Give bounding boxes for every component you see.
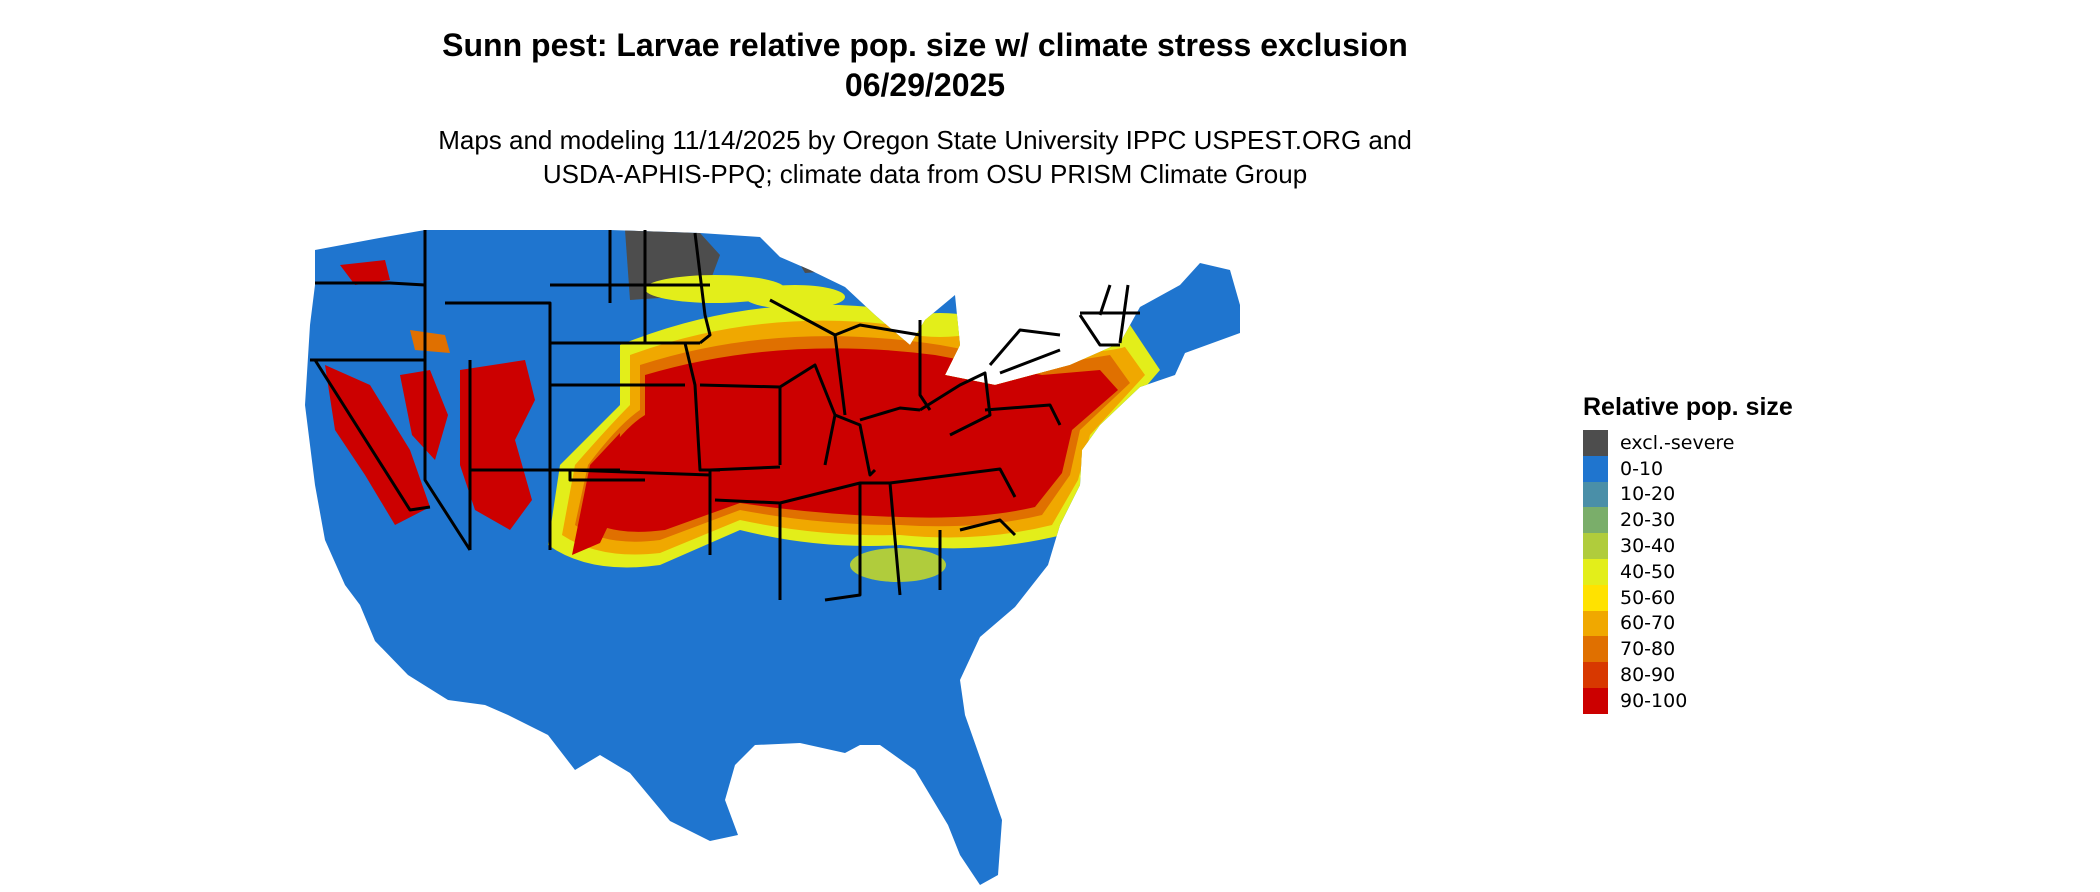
map-credit-line-1: Maps and modeling 11/14/2025 by Oregon S…: [438, 125, 1412, 155]
legend-swatch: [1583, 687, 1608, 714]
legend: Relative pop. size excl.-severe 0-10 10-20…: [1583, 393, 1793, 714]
legend-items: excl.-severe 0-10 10-20 20-30 30-40 40-50 50-6…: [1583, 430, 1793, 714]
legend-title: Relative pop. size: [1583, 393, 1793, 421]
legend-label: 60-70: [1620, 612, 1676, 635]
red-patch-washington: [340, 260, 390, 285]
legend-label: 0-10: [1620, 457, 1664, 480]
legend-item: 90-100: [1583, 687, 1793, 714]
legend-swatch: [1583, 481, 1608, 508]
legend-label: 10-20: [1620, 483, 1676, 506]
legend-swatch: [1583, 533, 1608, 559]
legend-label: 50-60: [1620, 586, 1676, 609]
legend-swatch: [1583, 584, 1608, 611]
legend-label: 90-100: [1620, 689, 1688, 712]
legend-swatch: [1583, 610, 1608, 637]
legend-swatch: [1583, 430, 1608, 456]
legend-item: 70-80: [1583, 636, 1793, 663]
legend-item: 60-70: [1583, 610, 1793, 637]
red-region-california: [325, 365, 430, 525]
legend-item: 20-30: [1583, 507, 1793, 534]
legend-swatch: [1583, 636, 1608, 663]
legend-item: 40-50: [1583, 558, 1793, 585]
legend-swatch: [1583, 662, 1608, 688]
legend-label: 20-30: [1620, 509, 1676, 532]
legend-item: 80-90: [1583, 662, 1793, 688]
legend-item: excl.-severe: [1583, 430, 1793, 456]
legend-label: excl.-severe: [1620, 431, 1735, 454]
legend-item: 50-60: [1583, 584, 1793, 611]
map-credit-line-2: USDA-APHIS-PPQ; climate data from OSU PR…: [542, 159, 1308, 189]
map-date: 06/29/2025: [844, 67, 1006, 103]
legend-label: 80-90: [1620, 664, 1676, 687]
legend-item: 0-10: [1583, 455, 1793, 482]
red-region-new-mexico: [572, 433, 620, 555]
legend-label: 30-40: [1620, 535, 1676, 558]
legend-swatch: [1583, 558, 1608, 585]
legend-label: 70-80: [1620, 638, 1676, 661]
band-90-100: [585, 348, 1118, 532]
orange-patch-idaho: [410, 330, 450, 353]
state-borders: [310, 230, 1140, 602]
legend-swatch: [1583, 507, 1608, 534]
us-map: [300, 225, 1560, 890]
yellow-patch-minnesota: [745, 285, 845, 309]
legend-swatch: [1583, 455, 1608, 482]
map-title: Sunn pest: Larvae relative pop. size w/ …: [442, 27, 1408, 63]
us-map-svg: [305, 230, 1240, 885]
legend-item: 30-40: [1583, 533, 1793, 559]
legend-label: 40-50: [1620, 560, 1676, 583]
legend-item: 10-20: [1583, 481, 1793, 508]
red-region-utah-arizona: [460, 360, 535, 530]
